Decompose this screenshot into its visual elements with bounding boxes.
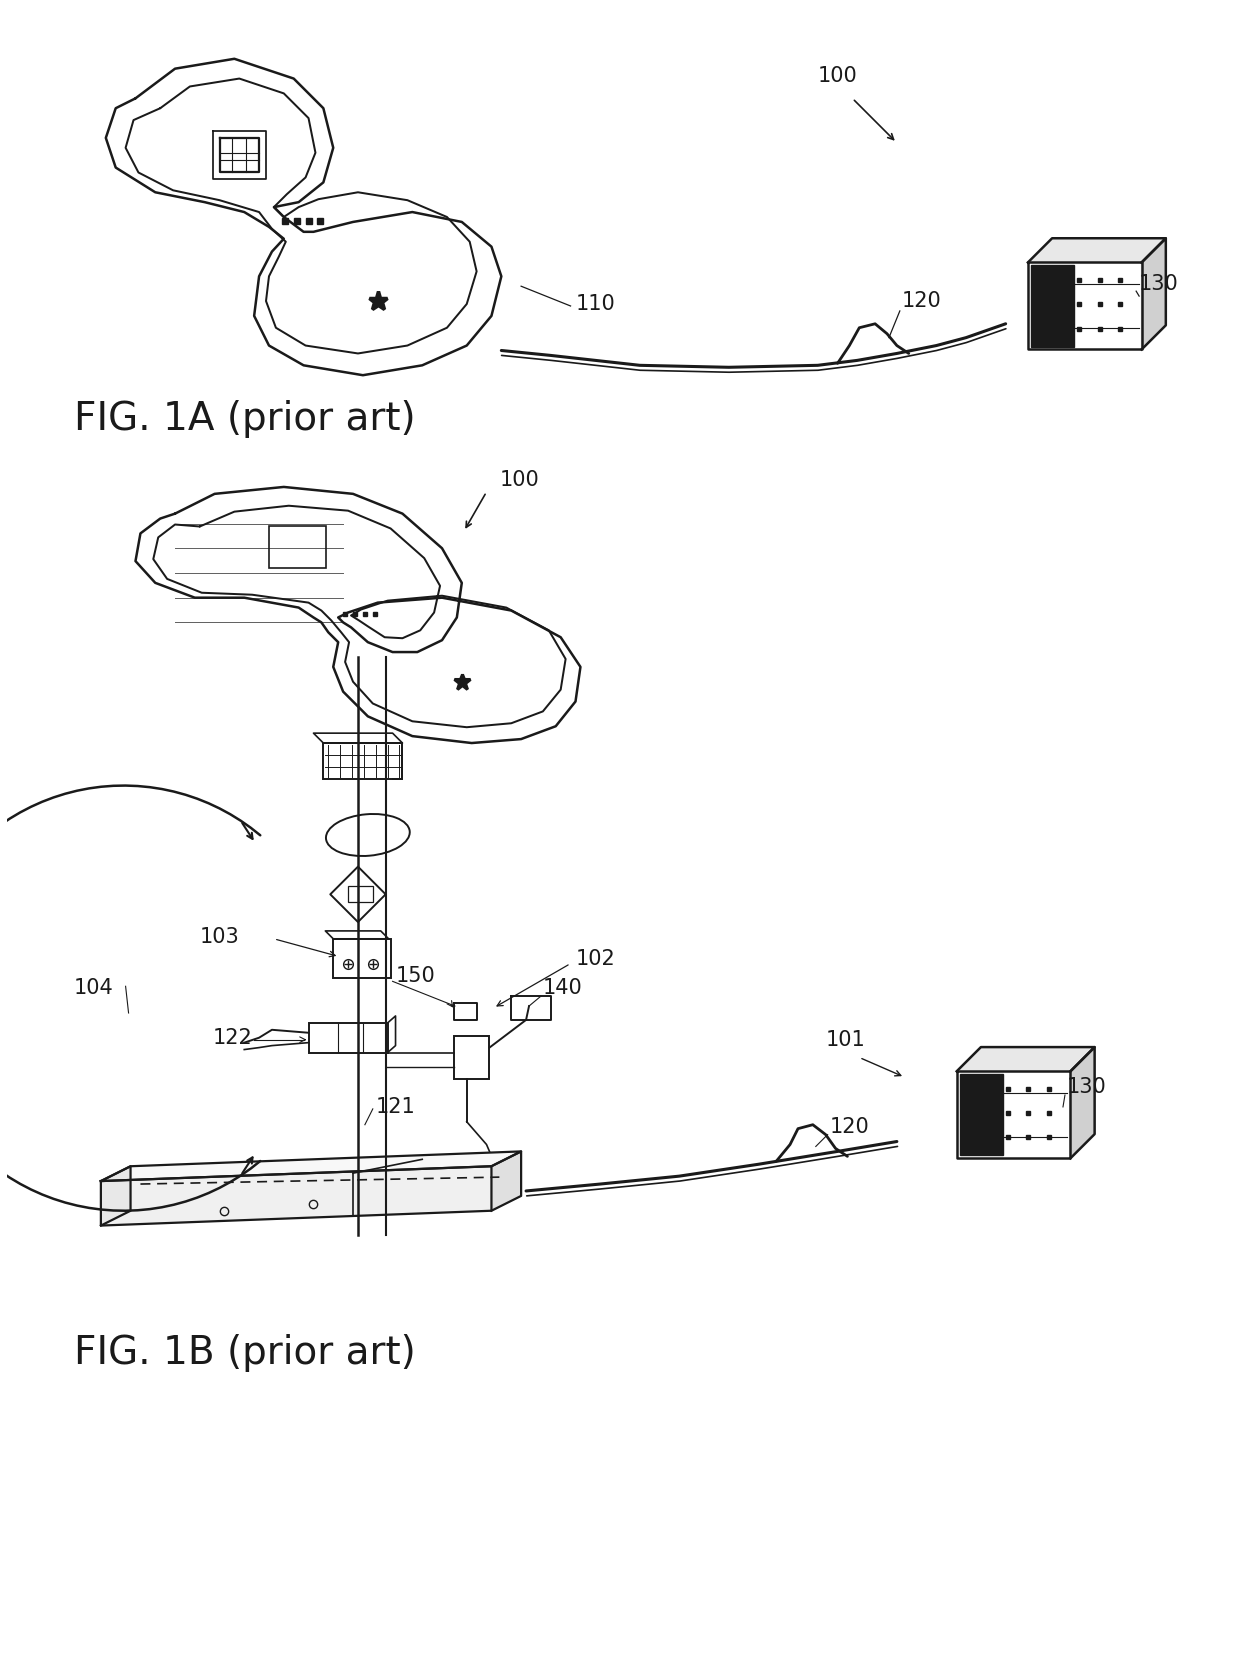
Polygon shape <box>100 1167 130 1225</box>
Bar <box>324 743 403 779</box>
Polygon shape <box>957 1046 1095 1071</box>
Text: 122: 122 <box>212 1028 252 1048</box>
Polygon shape <box>1028 239 1166 262</box>
Text: 104: 104 <box>74 978 114 998</box>
Text: 120: 120 <box>830 1117 869 1137</box>
Polygon shape <box>100 1167 491 1225</box>
Text: 140: 140 <box>543 978 583 998</box>
Text: 120: 120 <box>901 290 941 310</box>
Text: 101: 101 <box>826 1030 866 1050</box>
Text: 103: 103 <box>200 926 239 946</box>
Text: 150: 150 <box>396 966 435 986</box>
Polygon shape <box>1070 1046 1095 1158</box>
Polygon shape <box>491 1152 521 1210</box>
Text: 110: 110 <box>575 294 615 314</box>
Polygon shape <box>1142 239 1166 349</box>
Text: 102: 102 <box>575 948 615 968</box>
Text: 121: 121 <box>376 1097 415 1117</box>
Text: 100: 100 <box>817 67 857 87</box>
Text: 100: 100 <box>500 471 539 491</box>
Bar <box>309 1023 388 1053</box>
Text: 130: 130 <box>1140 274 1179 294</box>
Bar <box>1030 265 1074 347</box>
Bar <box>454 1036 490 1080</box>
Bar <box>348 886 373 903</box>
Text: FIG. 1A (prior art): FIG. 1A (prior art) <box>74 401 415 437</box>
Text: 130: 130 <box>1066 1077 1106 1097</box>
Bar <box>334 940 391 978</box>
Text: FIG. 1B (prior art): FIG. 1B (prior art) <box>74 1334 415 1372</box>
Polygon shape <box>100 1152 521 1182</box>
Bar <box>269 526 326 567</box>
Bar <box>960 1075 1003 1155</box>
